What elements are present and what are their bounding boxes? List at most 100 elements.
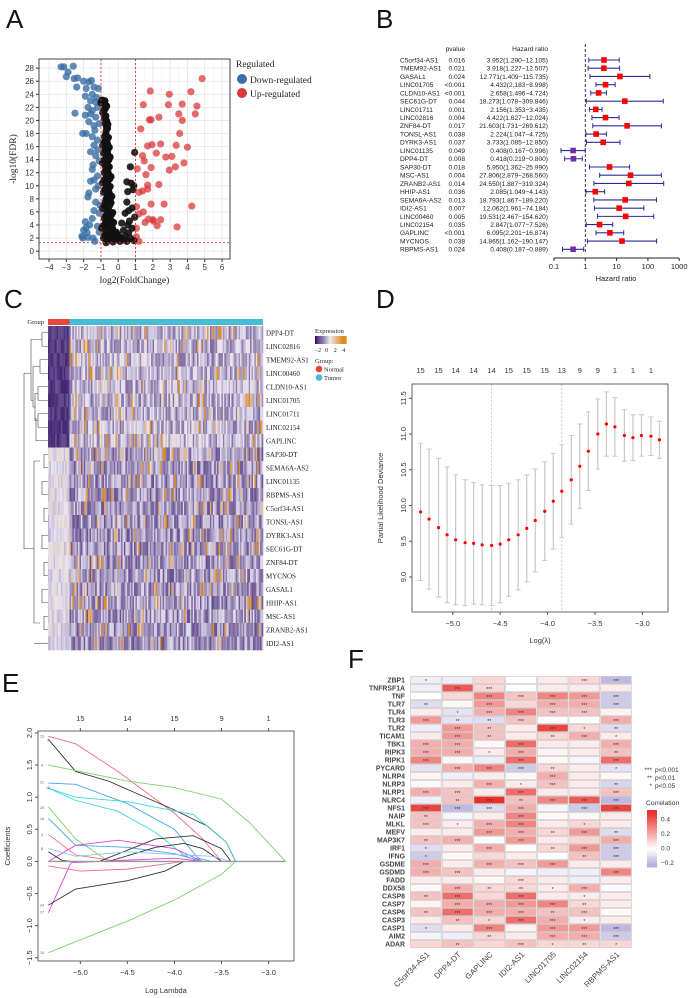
heatmap-cell (113, 326, 116, 340)
heatmap-cell (199, 407, 202, 421)
heatmap-cell (156, 501, 159, 516)
colorbar-tick-label: 0.4 (661, 817, 670, 824)
heatmap-cell (232, 636, 235, 651)
heatmap-cell (198, 393, 201, 408)
heatmap-cell (187, 474, 189, 489)
heatmap-cell (250, 380, 252, 394)
heatmap-cell (65, 501, 67, 516)
heatmap-cell (68, 488, 70, 502)
heatmap-cell (191, 407, 194, 421)
heatmap-cell (257, 636, 259, 651)
heatmap-cell (169, 447, 172, 462)
significance-stars: *** (486, 807, 492, 813)
colorbar-segment (330, 336, 332, 344)
heatmap-cell (199, 636, 202, 651)
heatmap-cell (83, 447, 86, 462)
row-label: AIM2 (389, 933, 406, 940)
heatmap-cell (148, 515, 151, 529)
heatmap-cell (204, 488, 206, 502)
heatmap-cell (175, 447, 178, 462)
correlation-cell (568, 844, 601, 852)
heatmap-cell (215, 501, 218, 516)
heatmap-cell (172, 407, 175, 421)
heatmap-cell (245, 447, 248, 462)
heatmap-cell (168, 623, 171, 637)
heatmap-cell (98, 488, 100, 502)
heatmap-cell (134, 569, 136, 583)
heatmap-cell (69, 515, 72, 529)
dendrogram-branch (34, 393, 38, 421)
heatmap-cell (250, 461, 252, 475)
heatmap-cell (199, 339, 202, 354)
heatmap-cell (209, 474, 212, 489)
heatmap-cell (93, 380, 96, 394)
heatmap-cell (59, 326, 62, 340)
significance-stars: *** (581, 847, 587, 853)
top-count-label: 9 (578, 366, 582, 375)
heatmap-cell (251, 420, 254, 435)
heatmap-cell (118, 461, 120, 475)
point-up-regulated (141, 218, 149, 226)
heatmap-cell (80, 515, 83, 529)
heatmap-row (48, 353, 264, 367)
correlation-cell (473, 900, 505, 908)
heatmap-cell (231, 474, 234, 489)
heatmap-cell (250, 555, 252, 570)
heatmap-cell (181, 488, 184, 502)
heatmap-cell (184, 393, 186, 408)
heatmap-cell (82, 326, 85, 340)
heatmap-cell (113, 474, 116, 489)
heatmap-cell (63, 501, 66, 516)
heatmap-cell (238, 515, 241, 529)
heatmap-cell (198, 596, 201, 610)
heatmap-cell (250, 569, 252, 583)
heatmap-cell (257, 339, 259, 354)
hazard-ratio-point (592, 106, 599, 113)
row-label: PYCARD (376, 765, 405, 772)
heatmap-cell (225, 339, 228, 354)
heatmap-cell (187, 515, 189, 529)
heatmap-cell (52, 582, 55, 597)
heatmap-cell (168, 555, 171, 570)
x-tick-label: −3.5 (214, 968, 229, 977)
heatmap-cell (85, 380, 87, 394)
point-not-significant (104, 120, 112, 128)
heatmap-cell (198, 609, 201, 624)
heatmap-cell (254, 447, 257, 462)
heatmap-cell (83, 380, 86, 394)
heatmap-cell (122, 420, 125, 435)
heatmap-cell (109, 609, 112, 624)
heatmap-cell (132, 393, 135, 408)
heatmap-cell (92, 582, 95, 597)
heatmap-cell (172, 434, 175, 448)
significance-stars: ** (456, 719, 460, 725)
heatmap-cell (146, 582, 149, 597)
heatmap-cell (136, 461, 139, 475)
heatmap-cell (105, 353, 108, 367)
heatmap-cell (225, 447, 228, 462)
heatmap-cell (254, 515, 257, 529)
colorbar-segment (336, 336, 338, 344)
heatmap-cell (79, 636, 82, 651)
heatmap-cell (93, 393, 96, 408)
heatmap-cell (205, 420, 208, 435)
heatmap-cell (96, 488, 99, 502)
p-value: <0.001 (445, 90, 466, 97)
heatmap-cell (88, 461, 90, 475)
heatmap-cell (255, 353, 258, 367)
heatmap-cell (161, 339, 163, 354)
correlation-cell (473, 868, 505, 876)
heatmap-cell (234, 434, 237, 448)
heatmap-cell (59, 447, 62, 462)
heatmap-cell (155, 380, 158, 394)
heatmap-cell (86, 434, 89, 448)
heatmap-cell (106, 636, 109, 651)
heatmap-cell (102, 623, 105, 637)
significance-stars: *** (613, 799, 619, 805)
heatmap-cell (75, 488, 77, 502)
x-tick-label: 0.1 (549, 262, 559, 271)
heatmap-cell (245, 501, 248, 516)
heatmap-cell (154, 380, 156, 394)
heatmap-cell (258, 407, 261, 421)
heatmap-cell (105, 339, 108, 354)
